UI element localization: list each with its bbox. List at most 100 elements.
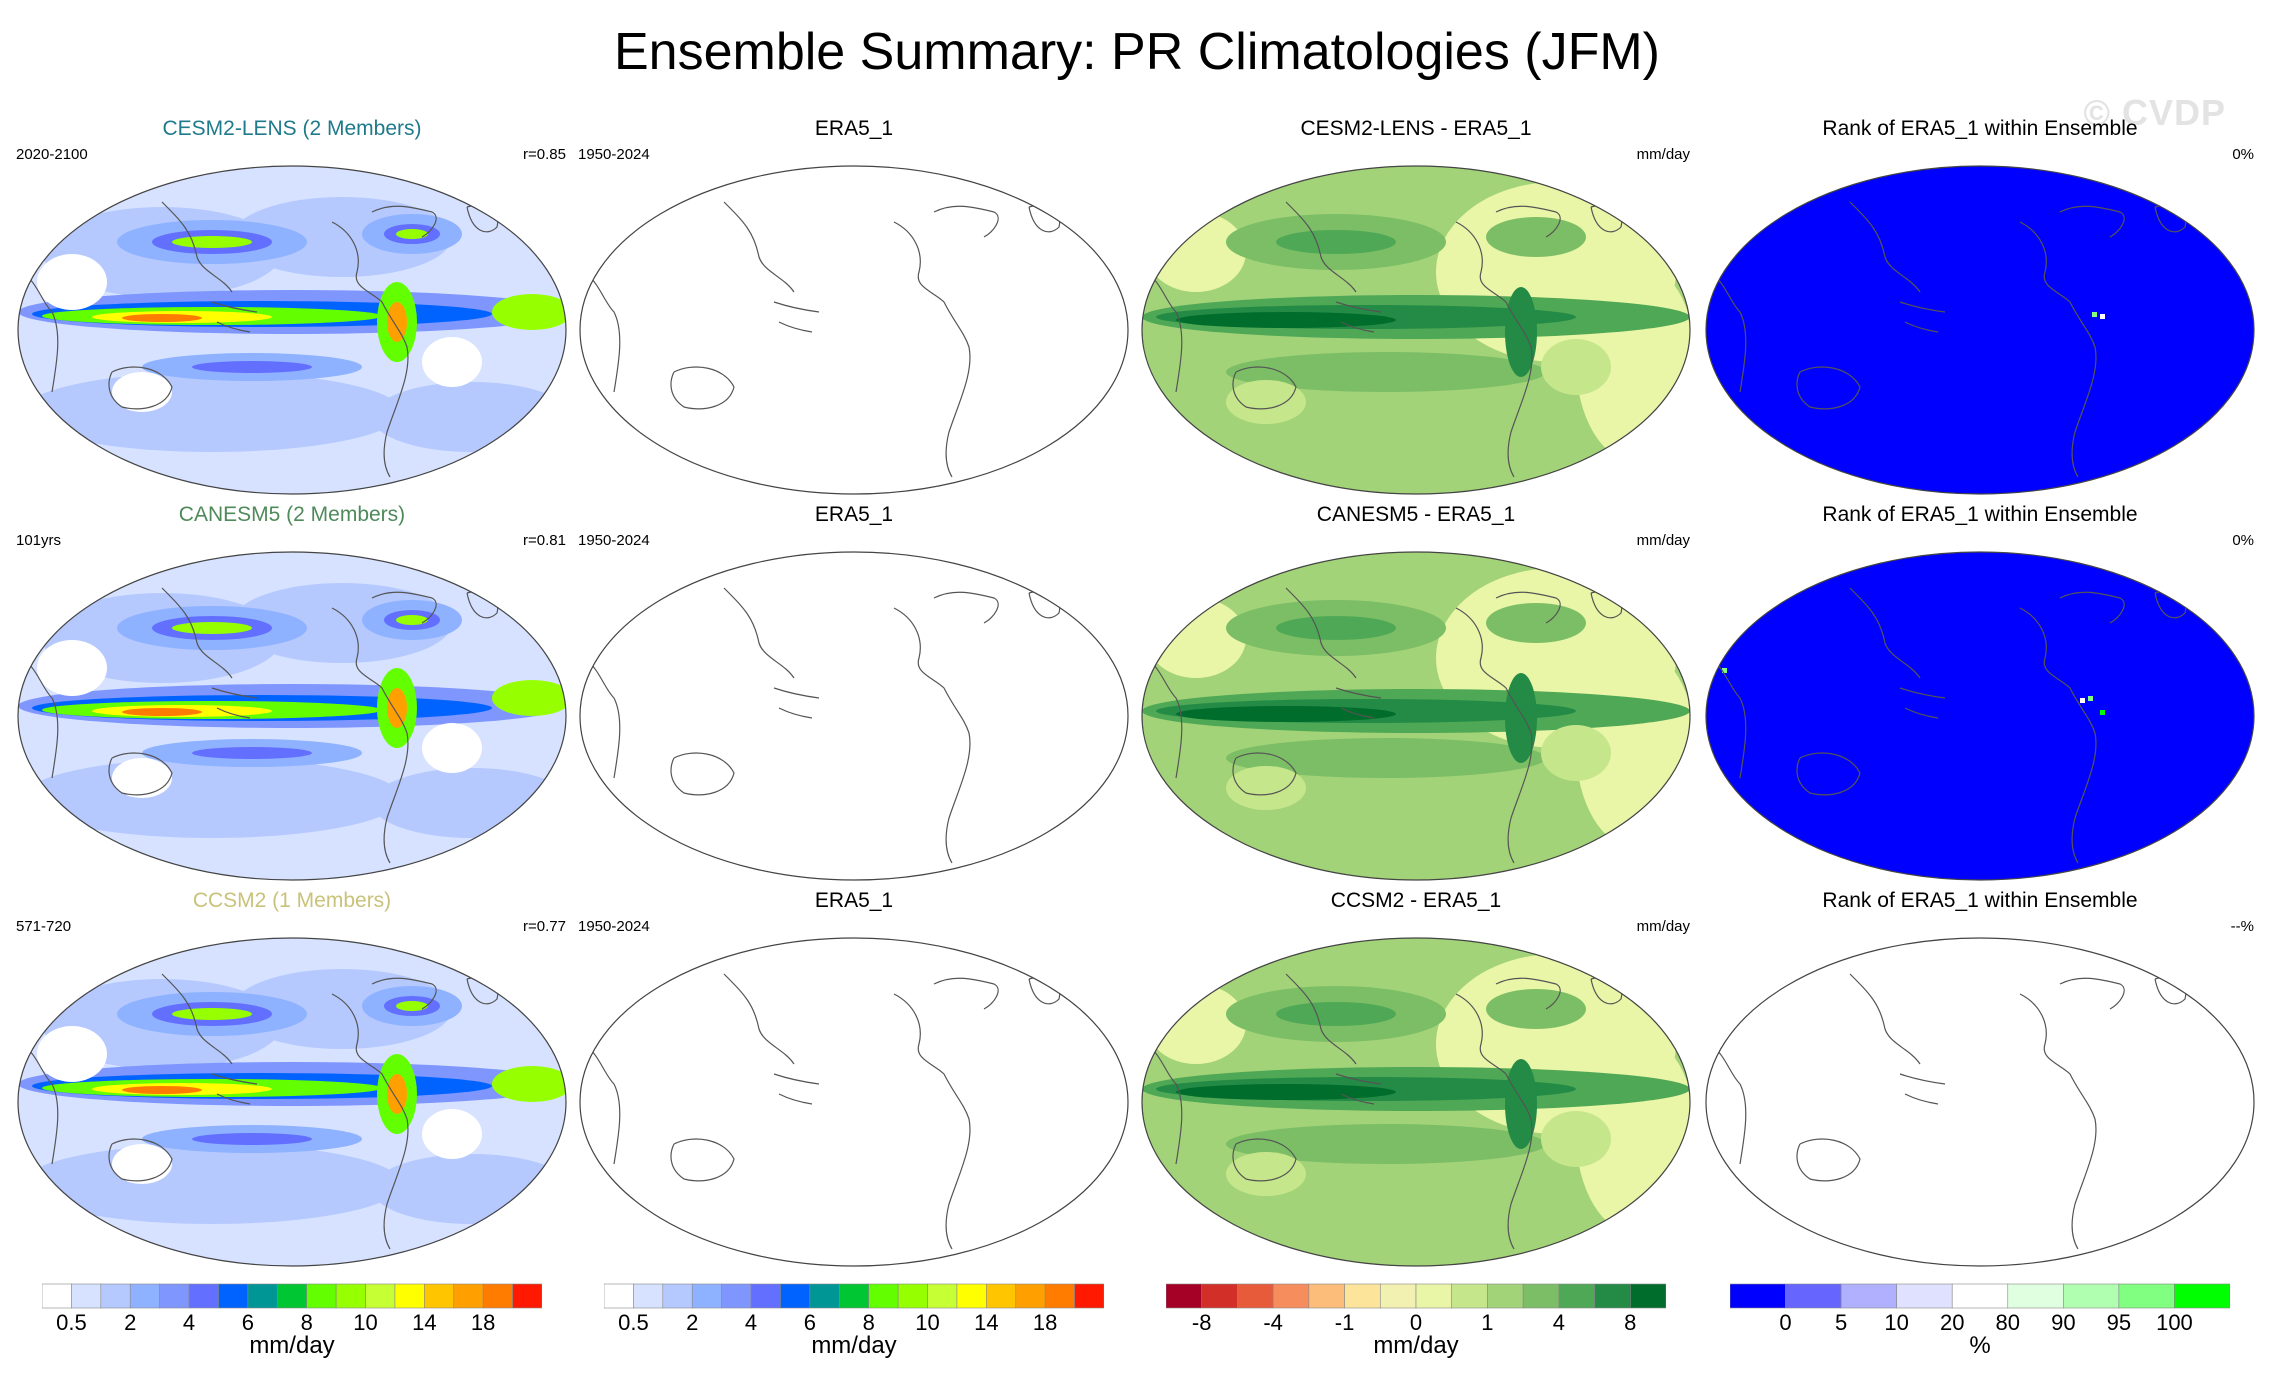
world-map: [579, 165, 1129, 495]
map-field: [583, 201, 1061, 478]
panel-title: ERA5_1: [814, 117, 894, 140]
map-field: [1709, 973, 2187, 1250]
colorbar-swatch: [2063, 1283, 2120, 1309]
colorbar-swatch: [927, 1283, 958, 1309]
map-field: [583, 973, 1061, 1250]
colorbar-swatch: [453, 1283, 484, 1309]
colorbar-swatch: [721, 1283, 752, 1309]
colorbar-tick-label: 18: [471, 1310, 495, 1332]
colorbar-tick-label: 0: [1410, 1310, 1422, 1332]
colorbar-unit-label: mm/day: [249, 1332, 335, 1359]
colorbar-tick-label: 0: [1779, 1310, 1791, 1332]
map-boundary: [1141, 165, 1691, 495]
figure-title: Ensemble Summary: PR Climatologies (JFM): [613, 23, 1661, 81]
colorbar-swatch: [71, 1283, 102, 1309]
world-map: [17, 551, 567, 881]
colorbar-swatch: [2007, 1283, 2064, 1309]
panel-title: CESM2-LENS (2 Members): [162, 117, 422, 140]
map-boundary: [1141, 937, 1691, 1267]
colorbar-tick-label: -8: [1192, 1310, 1212, 1332]
colorbar-tick-label: 8: [1624, 1310, 1636, 1332]
map-boundary: [1705, 937, 2255, 1267]
colorbar-swatch: [956, 1283, 987, 1309]
map-boundary: [579, 551, 1129, 881]
colorbar-swatch: [335, 1283, 366, 1309]
colorbar-tick-label: 14: [412, 1310, 436, 1332]
map-field: [1142, 166, 1690, 494]
world-map: [1141, 551, 1691, 881]
panel-period-label: 1950-2024: [578, 532, 650, 549]
colorbar-swatch: [159, 1283, 190, 1309]
colorbar-tick-label: 2: [124, 1310, 136, 1332]
colorbar-tick-label: 10: [1884, 1310, 1908, 1332]
panel-stat-label: r=0.77: [523, 918, 566, 935]
panel-stat-label: 0%: [2232, 146, 2254, 163]
map-panel: ERA5_1 1950-2024: [574, 502, 1134, 887]
colorbar-tick-label: 4: [1553, 1310, 1565, 1332]
colorbar-swatch: [1379, 1283, 1417, 1309]
map-panel: Rank of ERA5_1 within Ensemble 0%: [1700, 502, 2260, 887]
colorbar-swatch: [809, 1283, 840, 1309]
colorbar-swatch: [1451, 1283, 1488, 1309]
colorbar-tick-label: 6: [242, 1310, 254, 1332]
colorbar-swatch: [838, 1283, 870, 1309]
colorbar-swatch: [247, 1283, 278, 1309]
colorbar-tick-label: 8: [301, 1310, 313, 1332]
colorbar-unit-label: mm/day: [1373, 1332, 1459, 1359]
colorbar-swatch: [897, 1283, 928, 1309]
colorbar-swatch: [1629, 1283, 1666, 1309]
panel-title: ERA5_1: [814, 503, 894, 526]
colorbar-swatch: [424, 1283, 455, 1309]
colorbar-swatch: [1896, 1283, 1953, 1309]
colorbar-tick-label: 14: [974, 1310, 998, 1332]
panel-period-label: 1950-2024: [578, 918, 650, 935]
panel-period-label: 571-720: [16, 918, 72, 935]
colorbar-swatch: [1730, 1283, 1786, 1309]
colorbar-swatch: [394, 1283, 425, 1309]
map-field: [1706, 166, 2254, 494]
colorbar-tick-label: 5: [1835, 1310, 1847, 1332]
map-field: [18, 166, 566, 494]
colorbar-swatch: [1558, 1283, 1595, 1309]
colorbar-swatch: [780, 1283, 811, 1309]
panel-period-label: 1950-2024: [578, 146, 650, 163]
panel-stat-label: 0%: [2232, 532, 2254, 549]
panel-stat-label: r=0.85: [523, 146, 566, 163]
watermark-text: © CVDP: [2083, 92, 2226, 133]
panel-stat-label: mm/day: [1636, 532, 1690, 549]
panel-stat-label: r=0.81: [523, 532, 566, 549]
colorbar-tick-label: 1: [1481, 1310, 1493, 1332]
colorbar-swatch: [512, 1283, 542, 1309]
map-panel: CCSM2 (1 Members) 571-720 r=0.77: [12, 888, 572, 1273]
colorbar: -8 -4 -1 0 1 4 8 mm/day: [1166, 1282, 1666, 1362]
colorbar-swatch: [1272, 1283, 1310, 1309]
map-panel: CESM2-LENS (2 Members) 2020-2100 r=0.85: [12, 116, 572, 501]
colorbar-unit-label: %: [1969, 1332, 1991, 1359]
panel-title: CANESM5 - ERA5_1: [1316, 503, 1516, 526]
panel-title: Rank of ERA5_1 within Ensemble: [1822, 503, 2138, 526]
colorbar-tick-label: 100: [2156, 1310, 2193, 1332]
colorbar-tick-label: 2: [686, 1310, 698, 1332]
colorbar-tick-label: -4: [1263, 1310, 1283, 1332]
map-panel: CCSM2 - ERA5_1 mm/day: [1136, 888, 1696, 1273]
colorbar-swatch: [1166, 1283, 1203, 1309]
map-field: [18, 552, 566, 880]
panel-stat-label: mm/day: [1636, 918, 1690, 935]
map-panel: Rank of ERA5_1 within Ensemble --%: [1700, 888, 2260, 1273]
map-field: [1142, 552, 1690, 880]
map-panel: Rank of ERA5_1 within Ensemble 0%: [1700, 116, 2260, 501]
map-boundary: [17, 937, 567, 1267]
world-map: [1705, 165, 2255, 495]
colorbar-swatch: [1785, 1283, 1842, 1309]
panel-title: ERA5_1: [814, 889, 894, 912]
colorbar-tick-label: 4: [183, 1310, 195, 1332]
colorbar-tick-label: 18: [1033, 1310, 1057, 1332]
colorbar-tick-label: 0.5: [56, 1310, 87, 1332]
colorbar-swatch: [1951, 1283, 2009, 1309]
map-field: [583, 587, 1061, 864]
colorbar-swatch: [1487, 1283, 1524, 1309]
panel-title: CCSM2 (1 Members): [192, 889, 392, 912]
panel-title: CESM2-LENS - ERA5_1: [1300, 117, 1532, 140]
panel-stat-label: mm/day: [1636, 146, 1690, 163]
colorbar-swatch: [482, 1283, 513, 1309]
